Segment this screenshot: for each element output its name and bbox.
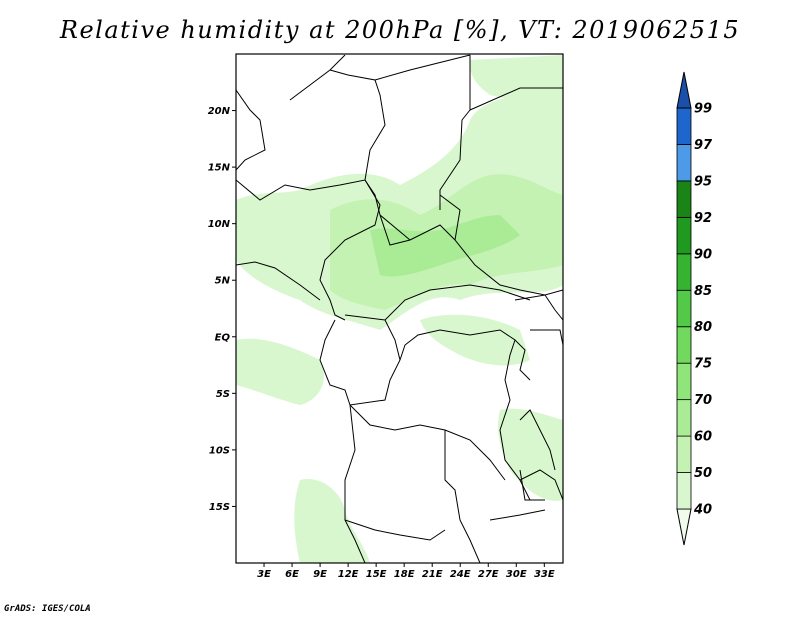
colorbar-segment [676,472,692,510]
latitude-axis: 20N 15N 10N 5N EQ 5S 10S 15S [208,106,236,513]
lon-tick-label: 9E [313,569,327,580]
colorbar: 40 50 60 70 75 80 85 90 92 95 97 99 [676,71,713,546]
lon-tick-label: 6E [285,569,299,580]
colorbar-level-label: 80 [694,320,712,335]
lon-tick-label: 30E [506,569,527,580]
colorbar-segment [676,362,692,401]
colorbar-level-label: 75 [694,357,712,372]
lat-tick-label: EQ [215,332,231,343]
lon-tick-label: 24E [450,569,471,580]
colorbar-level-label: 92 [694,211,712,226]
lat-tick-label: 15S [209,502,230,513]
country-boundaries [236,54,563,563]
lat-tick-label: 15N [208,163,231,174]
colorbar-segment [676,435,692,473]
colorbar-lower-triangle [676,508,692,546]
colorbar-level-label: 90 [694,247,712,262]
colorbar-segment [676,216,692,255]
lon-tick-label: 27E [478,569,499,580]
humidity-shading [236,55,563,563]
colorbar-level-label: 99 [694,102,712,117]
lon-tick-label: 21E [422,569,443,580]
lon-tick-label: 15E [366,569,387,580]
longitude-axis: 3E 6E 9E 12E 15E 18E 21E 24E 27E 30E 33E [257,563,555,580]
colorbar-segment [676,399,692,437]
colorbar-segment [676,289,692,328]
colorbar-upper-triangle [676,71,692,109]
colorbar-level-label: 97 [694,138,713,153]
colorbar-level-label: 50 [694,466,712,481]
lat-tick-label: 10N [208,219,231,230]
colorbar-segment [676,253,692,291]
colorbar-segment [676,180,692,218]
colorbar-segment [676,144,692,182]
lat-tick-label: 5S [216,389,230,400]
lon-tick-label: 18E [394,569,415,580]
lat-tick-label: 10S [209,445,230,456]
credit-label: GrADS: IGES/COLA [4,604,91,614]
colorbar-level-label: 85 [694,284,712,299]
lon-tick-label: 33E [534,569,555,580]
colorbar-segment [676,107,692,145]
lat-tick-label: 20N [208,106,231,117]
map-frame [235,53,564,564]
lat-tick-label: 5N [215,276,231,287]
colorbar-level-label: 95 [694,174,712,189]
colorbar-level-label: 60 [694,430,712,445]
colorbar-level-label: 40 [693,503,712,518]
colorbar-level-label: 70 [694,393,712,408]
lon-tick-label: 3E [257,569,271,580]
lon-tick-label: 12E [338,569,359,580]
map-title: Relative humidity at 200hPa [%], VT: 201… [59,16,741,44]
colorbar-segment [676,326,692,364]
